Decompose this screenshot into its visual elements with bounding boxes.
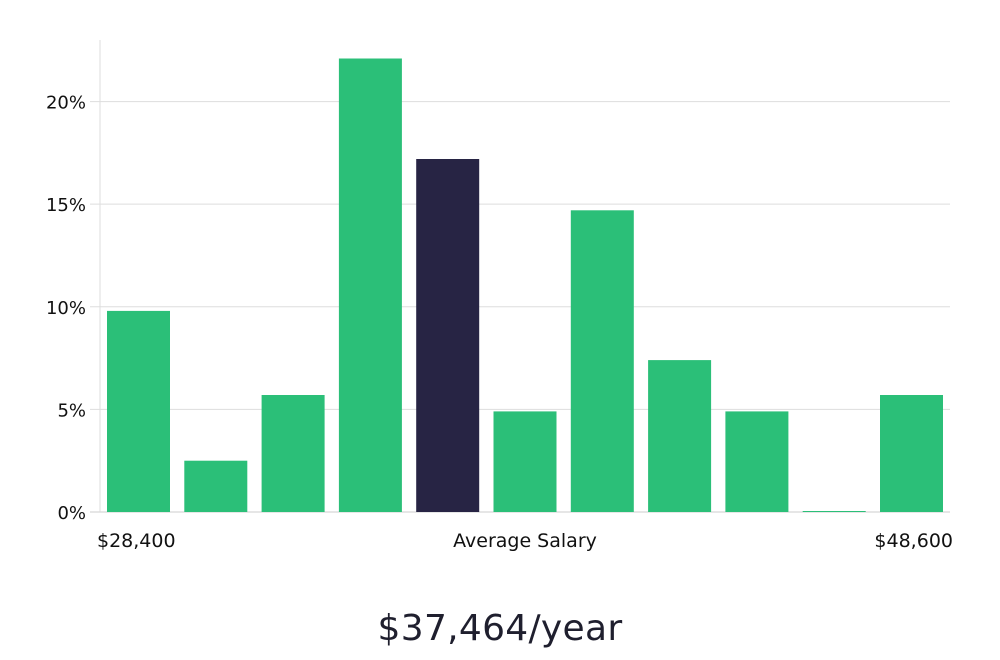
y-tick-label: 5% [57,400,86,421]
histogram-bar [338,58,402,512]
histogram-bar [184,460,248,512]
histogram-bar [725,411,789,512]
histogram-bar [802,511,866,512]
y-tick-labels: 0% 5% 10% 15% 20% [46,93,86,524]
y-tick-label: 20% [46,93,86,114]
histogram-bar [261,395,325,512]
y-tick-label: 10% [46,298,86,319]
x-max-label: $48,600 [874,530,953,552]
y-tick-label: 15% [46,195,86,216]
histogram-bar-average [416,159,480,512]
salary-histogram-chart: 0% 5% 10% 15% 20% $28,400 Average Salary $48… [46,40,953,552]
bar-layer [107,58,943,513]
histogram-bar [648,360,712,512]
histogram-bar [880,395,943,512]
y-tick-label: 0% [57,503,86,524]
histogram-bar [493,411,557,512]
histogram-bar [570,210,634,513]
x-min-label: $28,400 [97,530,176,552]
average-salary-value: $37,464/year [377,608,623,649]
histogram-bar [107,310,170,512]
x-axis-label: Average Salary [453,530,597,552]
